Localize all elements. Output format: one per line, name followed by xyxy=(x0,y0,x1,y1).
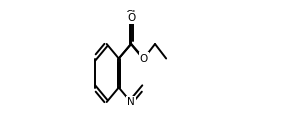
Text: O: O xyxy=(127,13,135,23)
Text: O: O xyxy=(140,54,148,64)
Text: Cl: Cl xyxy=(126,10,136,20)
Text: N: N xyxy=(127,97,135,107)
